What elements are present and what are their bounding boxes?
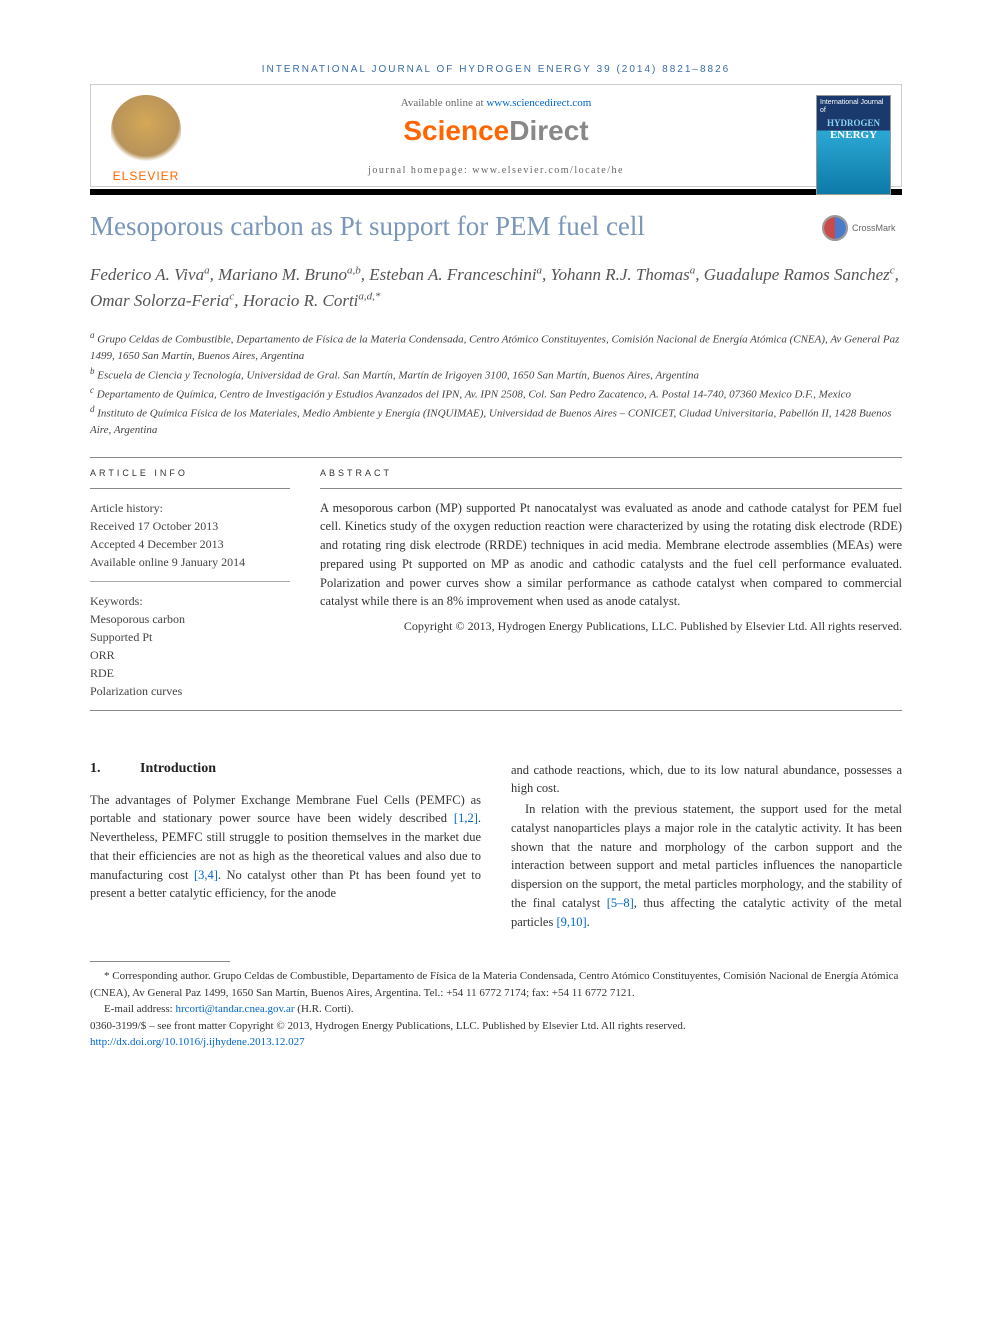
crossmark-badge[interactable]: CrossMark (822, 215, 902, 241)
keyword: Supported Pt (90, 628, 290, 646)
abstract-label: ABSTRACT (320, 468, 902, 478)
corresponding-author: * Corresponding author. Grupo Celdas de … (90, 968, 902, 1001)
elsevier-logo: ELSEVIER (101, 95, 191, 195)
keyword: Polarization curves (90, 682, 290, 700)
citation-link[interactable]: [1,2] (454, 811, 478, 825)
crossmark-icon (822, 215, 848, 241)
email-line: E-mail address: hrcorti@tandar.cnea.gov.… (90, 1001, 902, 1018)
body-columns: 1.Introduction The advantages of Polymer… (90, 761, 902, 932)
cover-hydrogen: HYDROGEN (817, 117, 890, 129)
body-col-left: 1.Introduction The advantages of Polymer… (90, 761, 481, 932)
intro-continued: and cathode reactions, which, due to its… (511, 761, 902, 932)
keywords-list: Mesoporous carbonSupported PtORRRDEPolar… (90, 610, 290, 700)
history-label: Article history: (90, 499, 290, 517)
abstract-text: A mesoporous carbon (MP) supported Pt na… (320, 499, 902, 612)
keyword: ORR (90, 646, 290, 664)
keyword: Mesoporous carbon (90, 610, 290, 628)
elsevier-tree-icon (111, 95, 181, 165)
article-title: Mesoporous carbon as Pt support for PEM … (90, 211, 822, 242)
sciencedirect-logo: ScienceDirect (91, 115, 901, 147)
journal-ref-text: INTERNATIONAL JOURNAL OF HYDROGEN ENERGY… (262, 64, 730, 75)
journal-homepage: journal homepage: www.elsevier.com/locat… (91, 165, 901, 176)
divider (90, 710, 902, 711)
article-info-column: ARTICLE INFO Article history: Received 1… (90, 468, 290, 700)
elsevier-label: ELSEVIER (101, 169, 191, 183)
authors-list: Federico A. Vivaa, Mariano M. Brunoa,b, … (90, 262, 902, 313)
keywords-label: Keywords: (90, 592, 290, 610)
header-box: ELSEVIER International Journal of HYDROG… (90, 84, 902, 187)
footnote-divider (90, 961, 230, 962)
citation-link[interactable]: [5–8] (607, 896, 634, 910)
accepted-date: Accepted 4 December 2013 (90, 535, 290, 553)
divider (90, 457, 902, 458)
issn-line: 0360-3199/$ – see front matter Copyright… (90, 1018, 902, 1035)
received-date: Received 17 October 2013 (90, 517, 290, 535)
citation-link[interactable]: [9,10] (556, 915, 586, 929)
keyword: RDE (90, 664, 290, 682)
cover-energy: ENERGY (817, 129, 890, 141)
email-link[interactable]: hrcorti@tandar.cnea.gov.ar (175, 1003, 294, 1015)
sciencedirect-url[interactable]: www.sciencedirect.com (486, 97, 591, 109)
affiliation-b: b Escuela de Ciencia y Tecnología, Unive… (90, 365, 902, 384)
divider-bar (90, 189, 902, 195)
journal-cover-thumbnail: International Journal of HYDROGEN ENERGY (816, 95, 891, 195)
journal-reference: INTERNATIONAL JOURNAL OF HYDROGEN ENERGY… (90, 60, 902, 76)
cover-small-text: International Journal of (817, 96, 890, 117)
abstract-column: ABSTRACT A mesoporous carbon (MP) suppor… (320, 468, 902, 700)
crossmark-label: CrossMark (852, 223, 896, 233)
available-online: Available online at www.sciencedirect.co… (91, 97, 901, 109)
body-col-right: and cathode reactions, which, due to its… (511, 761, 902, 932)
footnotes: * Corresponding author. Grupo Celdas de … (90, 968, 902, 1051)
copyright-text: Copyright © 2013, Hydrogen Energy Public… (320, 619, 902, 634)
affiliation-d: d Instituto de Química Física de los Mat… (90, 403, 902, 439)
doi-link[interactable]: http://dx.doi.org/10.1016/j.ijhydene.201… (90, 1036, 305, 1048)
affiliations: a Grupo Celdas de Combustible, Departame… (90, 329, 902, 439)
online-date: Available online 9 January 2014 (90, 553, 290, 571)
article-info-label: ARTICLE INFO (90, 468, 290, 478)
citation-link[interactable]: [3,4] (194, 868, 218, 882)
intro-paragraph-1: The advantages of Polymer Exchange Membr… (90, 791, 481, 904)
section-heading: 1.Introduction (90, 761, 481, 777)
affiliation-a: a Grupo Celdas de Combustible, Departame… (90, 329, 902, 365)
affiliation-c: c Departamento de Química, Centro de Inv… (90, 384, 902, 403)
